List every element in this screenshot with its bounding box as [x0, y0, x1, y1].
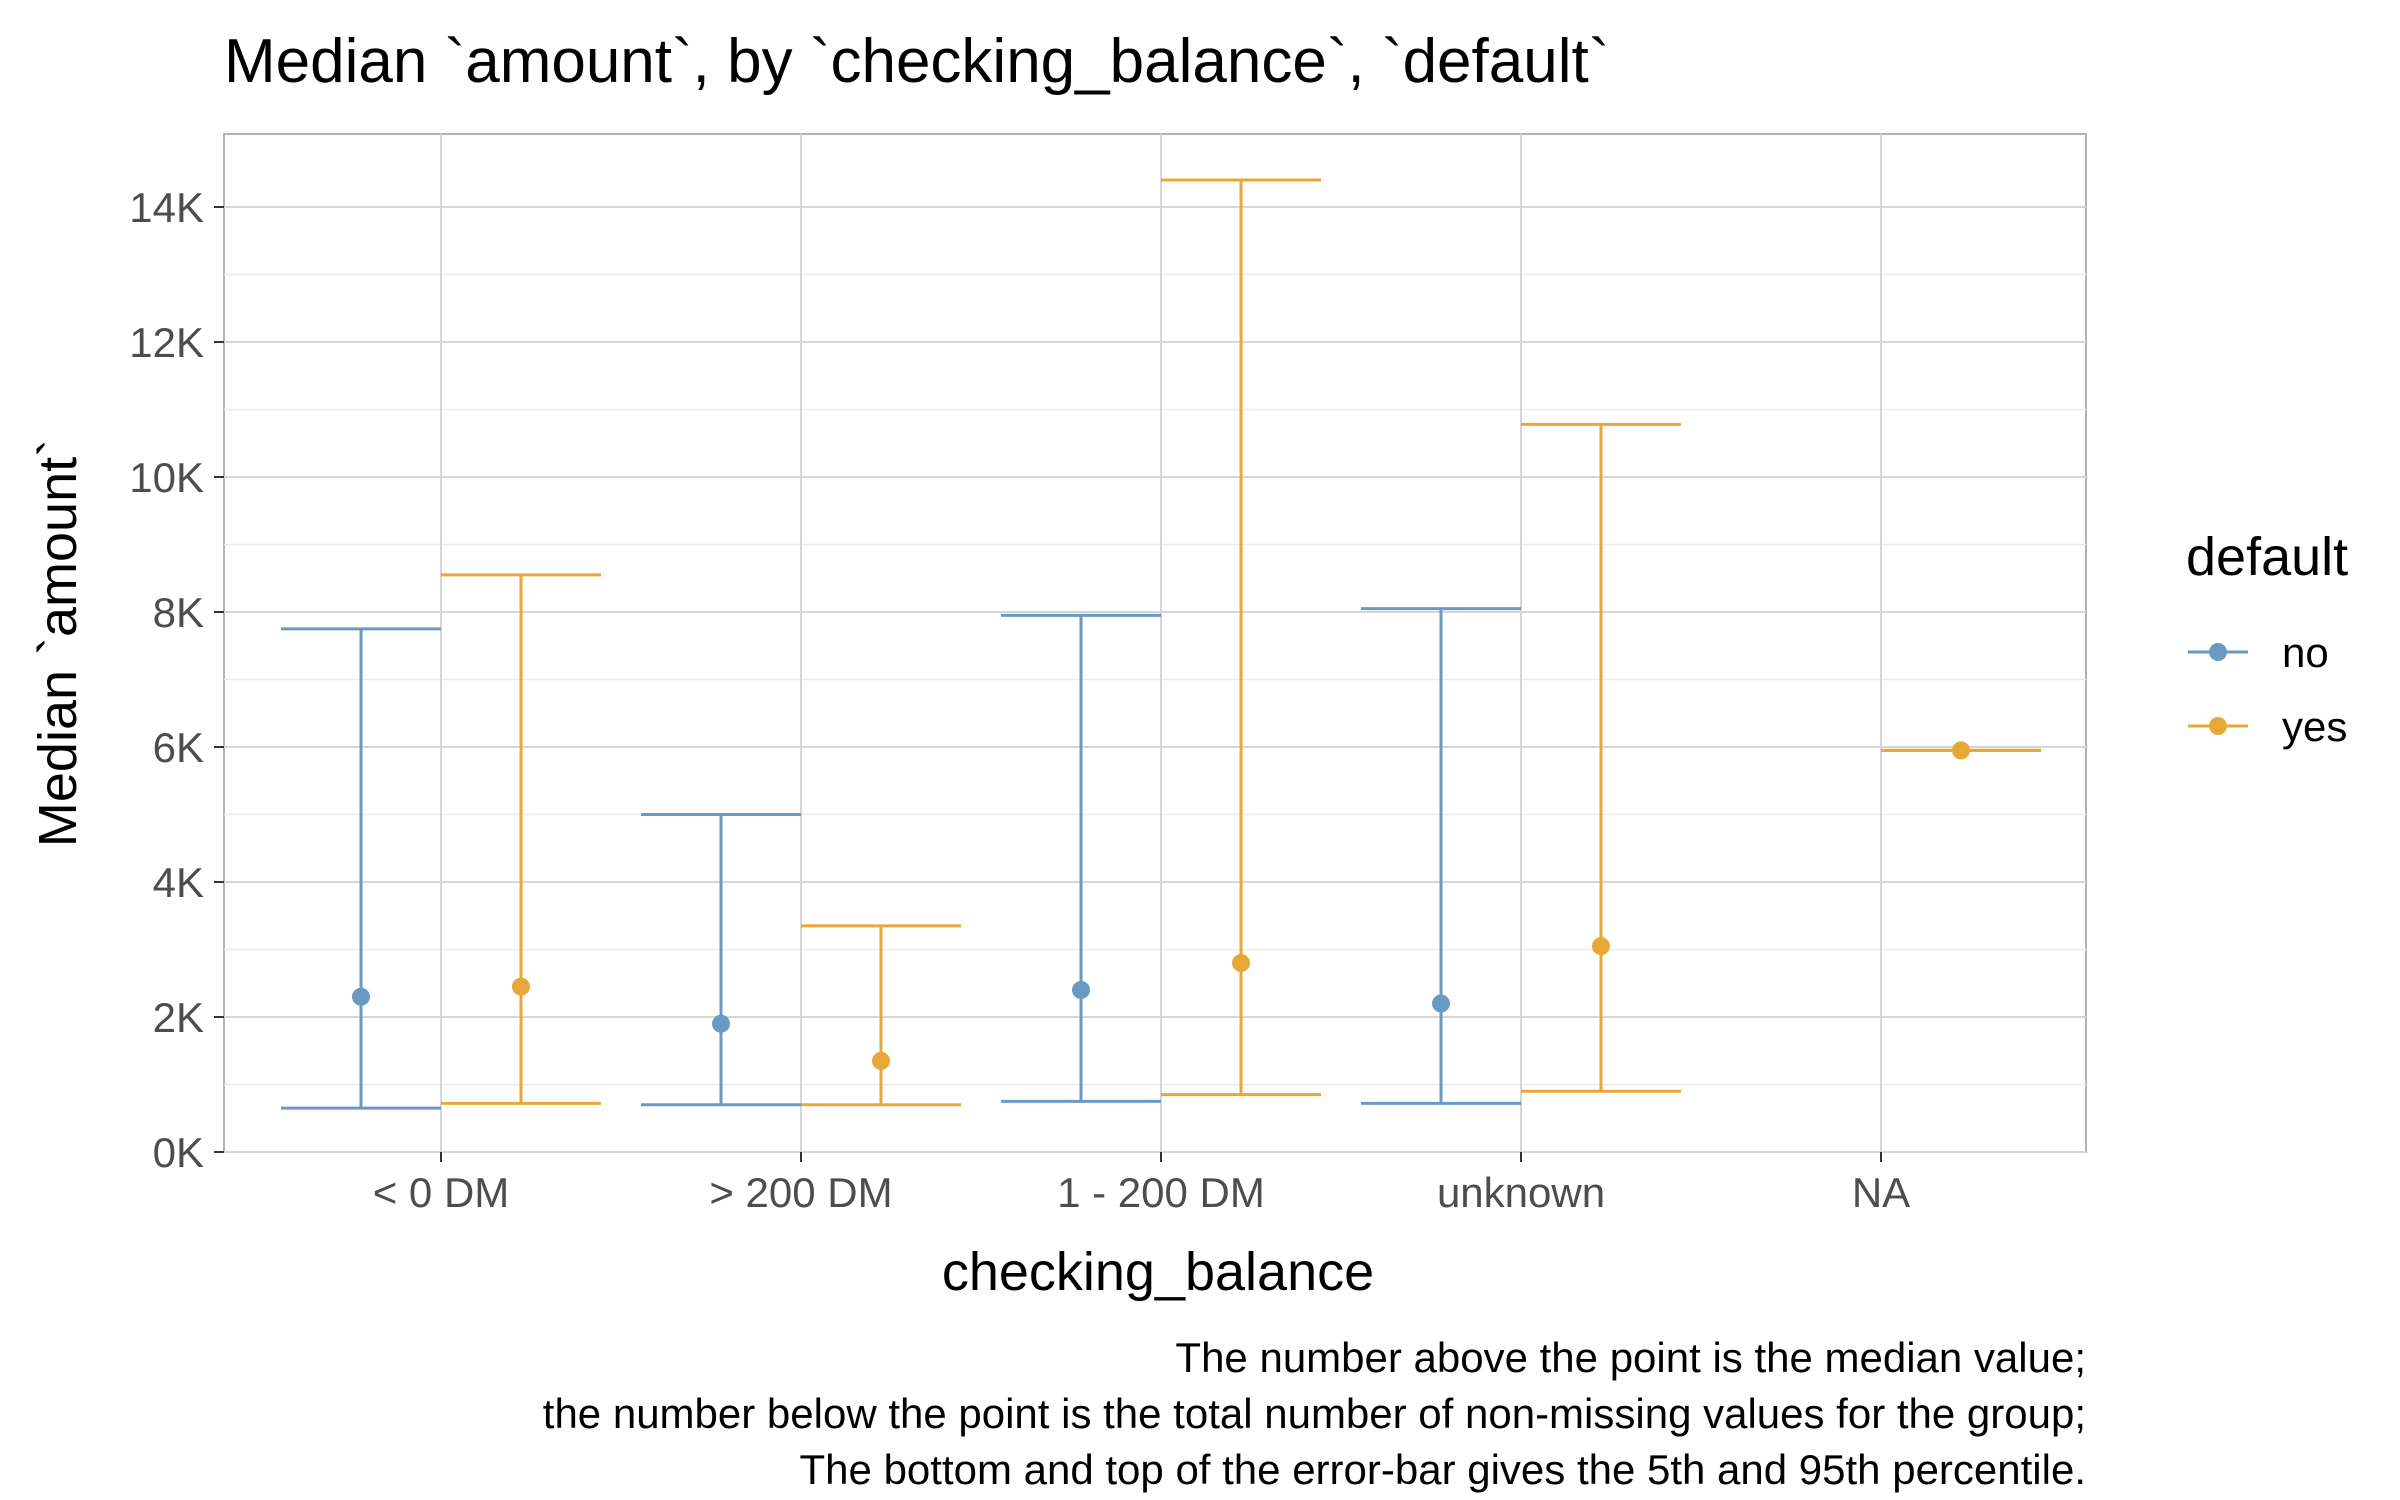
y-tick-label: 2K — [153, 994, 204, 1041]
median-point — [712, 1014, 730, 1033]
caption-line-3: The bottom and top of the error-bar give… — [800, 1446, 2086, 1493]
x-tick-label: < 0 DM — [373, 1169, 510, 1216]
errorbar-no-0 — [281, 627, 441, 1110]
median-point — [512, 977, 530, 996]
legend-label: yes — [2282, 703, 2347, 750]
y-axis-title: Median `amount` — [28, 439, 88, 847]
y-tick-label: 12K — [129, 319, 204, 366]
y-tick-label: 10K — [129, 454, 204, 501]
y-tick-label: 6K — [153, 724, 204, 771]
chart-title: Median `amount`, by `checking_balance`, … — [224, 27, 1609, 96]
legend: default no yes — [2186, 527, 2348, 750]
legend-key-point — [2209, 643, 2227, 661]
errorbar-yes-4 — [1881, 741, 2041, 760]
legend-key-point — [2209, 717, 2227, 735]
y-tick-label: 0K — [153, 1129, 204, 1176]
errorbar-no-2 — [1001, 613, 1161, 1103]
x-tick-label: unknown — [1437, 1169, 1605, 1216]
data-marks — [281, 178, 2041, 1110]
y-tick-label: 4K — [153, 859, 204, 906]
y-tick-label: 14K — [129, 184, 204, 231]
legend-title: default — [2186, 527, 2348, 587]
median-point — [1072, 981, 1090, 999]
legend-label: no — [2282, 629, 2329, 676]
legend-entry-yes: yes — [2188, 703, 2347, 750]
caption-line-2: the number below the point is the total … — [543, 1390, 2086, 1437]
median-point — [872, 1051, 890, 1070]
errorbar-yes-2 — [1161, 178, 1321, 1097]
y-axis: 0K 2K 4K 6K 8K 10K 12K 14K — [129, 184, 224, 1176]
plot-panel — [223, 133, 2087, 1153]
median-point — [1232, 954, 1250, 972]
x-axis: < 0 DM > 200 DM 1 - 200 DM unknown NA — [373, 1152, 1910, 1216]
errorbar-no-1 — [641, 813, 801, 1107]
grid-lines — [224, 134, 2086, 1153]
caption-line-1: The number above the point is the median… — [1175, 1334, 2086, 1381]
errorbar-no-3 — [1361, 607, 1521, 1105]
errorbar-yes-3 — [1521, 422, 1681, 1093]
y-tick-label: 8K — [153, 589, 204, 636]
caption: The number above the point is the median… — [543, 1334, 2086, 1493]
x-tick-label: NA — [1852, 1169, 1910, 1216]
median-point — [1432, 994, 1450, 1013]
x-tick-label: > 200 DM — [709, 1169, 892, 1216]
legend-entry-no: no — [2188, 629, 2329, 676]
x-tick-label: 1 - 200 DM — [1057, 1169, 1265, 1216]
median-point — [1952, 741, 1970, 760]
errorbar-yes-0 — [441, 573, 601, 1105]
errorbar-yes-1 — [801, 924, 961, 1107]
median-point — [352, 987, 370, 1006]
x-axis-title: checking_balance — [942, 1242, 1374, 1302]
median-point — [1592, 937, 1610, 956]
